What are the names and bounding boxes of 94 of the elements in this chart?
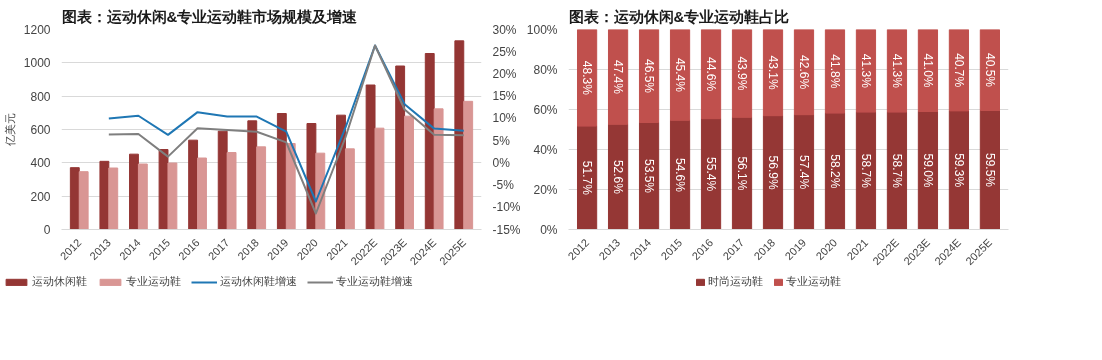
chart-title: 图表：运动休闲&专业运动鞋市场规模及增速 — [61, 7, 359, 25]
bar — [188, 139, 199, 230]
y-tick-label: 400 — [30, 156, 51, 171]
bar — [886, 111, 908, 230]
data-label: 58.2% — [827, 154, 842, 189]
bar — [576, 29, 598, 127]
data-label: 41.8% — [827, 54, 842, 89]
data-label: 48.3% — [580, 60, 595, 96]
y-tick-label: 100% — [526, 22, 558, 37]
data-label: 40.7% — [951, 53, 966, 88]
legend-label: 时尚运动鞋 — [707, 274, 763, 289]
bar — [454, 40, 465, 230]
bar — [855, 111, 877, 230]
data-label: 59.0% — [920, 153, 935, 188]
y-tick-label: 80% — [533, 62, 558, 77]
data-label: 43.9% — [735, 56, 750, 91]
data-label: 44.6% — [704, 57, 719, 92]
bar — [700, 118, 722, 230]
bar — [108, 167, 119, 230]
bar — [276, 113, 287, 230]
legend-label: 运动休闲鞋 — [32, 274, 88, 289]
data-label: 58.7% — [858, 153, 873, 189]
bar — [433, 108, 444, 230]
data-label: 41.3% — [889, 53, 904, 89]
bar — [979, 110, 1001, 230]
bar — [158, 149, 169, 230]
y2-tick-label: 25% — [492, 44, 517, 59]
y2-tick-label: 15% — [492, 89, 517, 104]
y-tick-label: 800 — [30, 89, 51, 104]
data-label: 42.6% — [796, 55, 811, 90]
y2-tick-label: 20% — [492, 66, 517, 81]
y-tick-label: 600 — [30, 123, 51, 137]
bar — [226, 152, 237, 230]
bar — [247, 120, 258, 230]
bar — [256, 146, 267, 230]
bar — [129, 153, 139, 230]
y-tick-label: 1200 — [23, 23, 51, 37]
y2-tick-label: 10% — [492, 111, 517, 126]
y-tick-label: 1000 — [23, 56, 51, 71]
data-label: 40.5% — [982, 52, 997, 88]
data-label: 45.4% — [673, 57, 688, 93]
y-tick-label: 0 — [43, 223, 51, 237]
bar — [344, 148, 355, 230]
data-label: 54.6% — [673, 157, 688, 193]
legend-label: 专业运动鞋增速 — [336, 274, 414, 289]
data-label: 53.5% — [642, 158, 657, 194]
data-label: 59.5% — [982, 152, 997, 188]
y-tick-label: 40% — [533, 142, 558, 157]
bar — [374, 127, 385, 230]
bar — [762, 115, 784, 230]
y2-tick-label: 30% — [492, 22, 517, 37]
bar — [197, 157, 207, 230]
bar — [99, 160, 110, 230]
y-axis-title: 亿美元 — [3, 113, 16, 147]
data-label: 56.1% — [735, 156, 750, 191]
data-label: 58.7% — [889, 153, 904, 189]
data-label: 59.3% — [951, 153, 966, 188]
bar — [365, 84, 376, 230]
y2-tick-label: -10% — [492, 200, 521, 215]
data-label: 46.5% — [642, 58, 657, 94]
y2-tick-label: 0% — [492, 155, 511, 170]
chart-title: 图表：运动休闲&专业运动鞋占比 — [568, 7, 790, 25]
y2-tick-label: -15% — [492, 222, 521, 237]
y-tick-label: 0% — [540, 222, 558, 237]
bar — [463, 100, 474, 230]
data-label: 47.4% — [611, 59, 626, 95]
bar — [137, 163, 148, 230]
data-label: 41.0% — [920, 53, 935, 88]
bar — [424, 53, 435, 230]
y2-tick-label: 5% — [492, 133, 511, 148]
legend-label: 专业运动鞋 — [785, 274, 841, 289]
legend-label: 运动休闲鞋增速 — [220, 274, 298, 289]
y-tick-label: 20% — [533, 182, 558, 197]
bar — [404, 115, 414, 230]
bar — [167, 162, 178, 230]
y-tick-label: 200 — [30, 189, 51, 204]
data-label: 51.7% — [580, 160, 595, 196]
bar — [793, 114, 815, 230]
bar — [917, 111, 939, 230]
data-label: 56.9% — [766, 155, 781, 190]
data-label: 41.3% — [858, 53, 873, 89]
data-label: 57.4% — [796, 155, 811, 190]
bar — [69, 167, 80, 230]
data-label: 52.6% — [611, 159, 626, 195]
y-tick-label: 60% — [533, 102, 558, 117]
legend-label: 专业运动鞋 — [126, 274, 182, 289]
bar — [576, 125, 598, 230]
y2-tick-label: -5% — [492, 178, 515, 193]
bar — [78, 171, 89, 230]
data-label: 43.1% — [766, 55, 781, 90]
data-label: 55.4% — [704, 157, 719, 192]
bar — [285, 143, 296, 230]
bar — [607, 29, 629, 125]
bar — [731, 116, 753, 230]
